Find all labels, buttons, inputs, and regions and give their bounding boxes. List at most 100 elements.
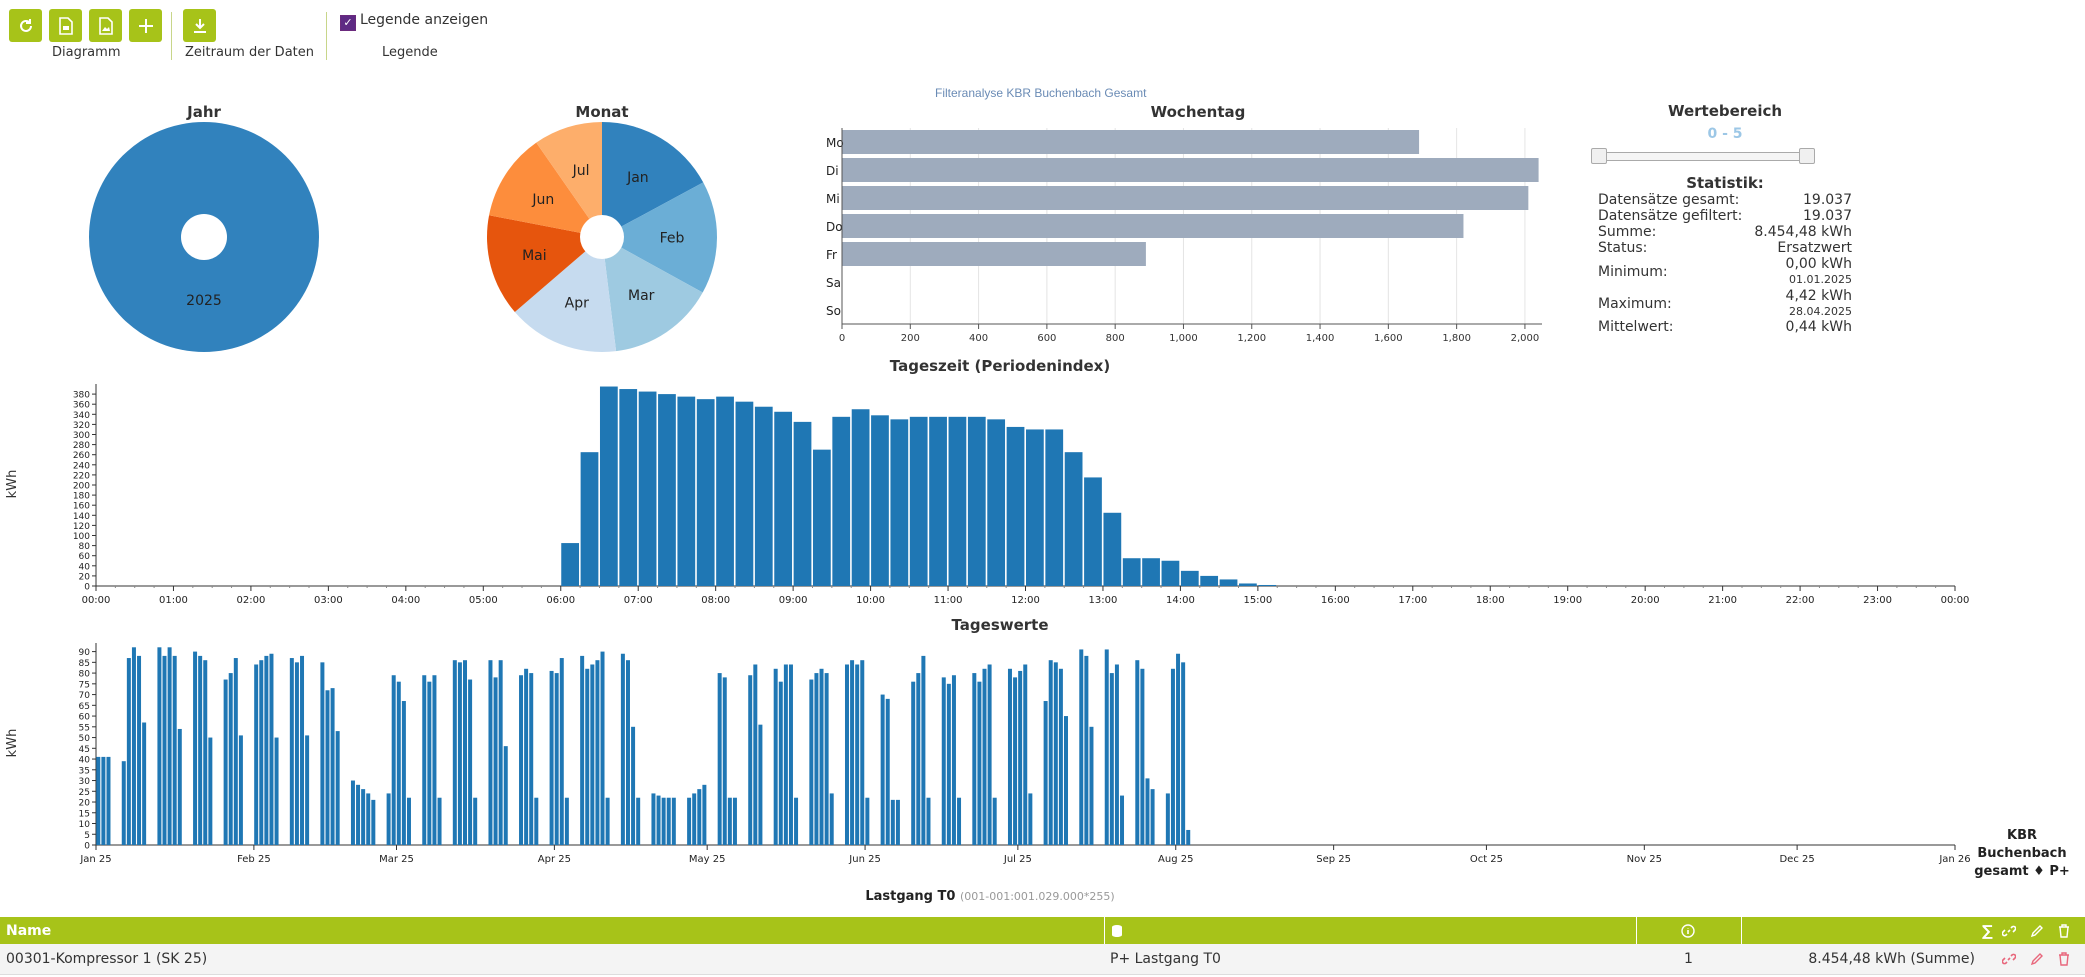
tageswerte-bar[interactable] — [692, 793, 697, 845]
tageswerte-bar[interactable] — [1007, 668, 1012, 845]
download-button[interactable] — [183, 9, 216, 42]
tageswerte-bar[interactable] — [636, 797, 641, 845]
tageszeit-bar[interactable] — [774, 411, 793, 586]
tageswerte-bar[interactable] — [305, 735, 310, 845]
tageswerte-bar[interactable] — [172, 655, 177, 845]
tageswerte-bar[interactable] — [773, 668, 778, 845]
tageswerte-bar[interactable] — [788, 664, 793, 845]
tageszeit-bar[interactable] — [1200, 575, 1219, 586]
tageswerte-bar[interactable] — [1165, 793, 1170, 845]
tageswerte-bar[interactable] — [1150, 789, 1155, 845]
tageswerte-bar[interactable] — [162, 655, 167, 845]
sum-icon[interactable]: ∑ — [1982, 921, 1993, 940]
tageswerte-bar[interactable] — [585, 668, 590, 845]
tageswerte-bar[interactable] — [778, 681, 783, 845]
tageswerte-bar[interactable] — [1048, 660, 1053, 845]
tageszeit-bar[interactable] — [1045, 429, 1064, 586]
tageswerte-bar[interactable] — [498, 660, 503, 845]
tageswerte-bar[interactable] — [208, 737, 213, 845]
tageswerte-bar[interactable] — [131, 647, 136, 845]
row-edit-icon[interactable] — [2030, 944, 2044, 974]
tageswerte-bar[interactable] — [203, 660, 208, 845]
tageswerte-bar[interactable] — [564, 797, 569, 845]
tageswerte-bar[interactable] — [519, 675, 524, 845]
tageswerte-bar[interactable] — [926, 797, 931, 845]
tageswerte-bar[interactable] — [758, 724, 763, 845]
tageswerte-bar[interactable] — [264, 655, 269, 845]
tageswerte-bar[interactable] — [819, 668, 824, 845]
tageswerte-bar[interactable] — [717, 673, 722, 845]
row-link-icon[interactable] — [2002, 944, 2016, 974]
tageswerte-bar[interactable] — [549, 670, 554, 845]
tageszeit-bar[interactable] — [561, 543, 580, 586]
tageszeit-bar[interactable] — [832, 416, 851, 586]
tageswerte-bar[interactable] — [1084, 655, 1089, 845]
tageswerte-bar[interactable] — [895, 799, 900, 845]
tageswerte-bar[interactable] — [753, 664, 758, 845]
tageszeit-bar[interactable] — [1122, 558, 1141, 586]
tageswerte-bar[interactable] — [1023, 664, 1028, 845]
tageswerte-bar[interactable] — [727, 797, 732, 845]
tageswerte-bar[interactable] — [951, 675, 956, 845]
tageswerte-bar[interactable] — [1018, 670, 1023, 845]
link-icon[interactable] — [2002, 917, 2016, 944]
monat-slice[interactable] — [487, 215, 602, 313]
tageswerte-bar[interactable] — [580, 655, 585, 845]
tageswerte-bar[interactable] — [386, 793, 391, 845]
wochentag-bar[interactable] — [842, 214, 1464, 238]
tageswerte-bar[interactable] — [1028, 793, 1033, 845]
tageswerte-bar[interactable] — [1114, 664, 1119, 845]
tageswerte-bar[interactable] — [101, 756, 106, 845]
tageswerte-bar[interactable] — [142, 722, 147, 845]
tageswerte-bar[interactable] — [1170, 668, 1175, 845]
tageswerte-bar[interactable] — [982, 668, 987, 845]
tageswerte-bar[interactable] — [198, 655, 203, 845]
tageswerte-bar[interactable] — [427, 681, 432, 845]
monat-slice[interactable] — [602, 122, 704, 237]
tageszeit-bar[interactable] — [599, 386, 618, 586]
tageszeit-bar[interactable] — [1142, 558, 1160, 586]
tageszeit-bar[interactable] — [1084, 477, 1102, 586]
trash-icon[interactable] — [2058, 917, 2070, 944]
tageswerte-bar[interactable] — [432, 675, 437, 845]
tageswerte-bar[interactable] — [911, 681, 916, 845]
tageswerte-bar[interactable] — [356, 784, 361, 845]
tageswerte-bar[interactable] — [620, 653, 625, 845]
tageswerte-bar[interactable] — [880, 694, 885, 845]
tageswerte-bar[interactable] — [274, 737, 279, 845]
tageswerte-bar[interactable] — [865, 797, 870, 845]
monat-slice[interactable] — [536, 122, 602, 237]
tageswerte-bar[interactable] — [126, 658, 131, 845]
tageswerte-bar[interactable] — [437, 797, 442, 845]
tageszeit-bar[interactable] — [1006, 426, 1025, 586]
tageswerte-bar[interactable] — [121, 761, 126, 845]
tageswerte-bar[interactable] — [529, 673, 534, 845]
tageszeit-bar[interactable] — [1239, 583, 1257, 586]
tageswerte-bar[interactable] — [814, 673, 819, 845]
tageswerte-bar[interactable] — [1186, 829, 1191, 845]
tageszeit-bar[interactable] — [851, 409, 870, 586]
tageswerte-bar[interactable] — [325, 690, 330, 845]
tageswerte-bar[interactable] — [406, 797, 411, 845]
tageswerte-bar[interactable] — [722, 677, 727, 845]
range-slider-handle-max[interactable] — [1799, 148, 1815, 164]
tageszeit-bar[interactable] — [1064, 452, 1083, 586]
tageswerte-bar[interactable] — [890, 799, 895, 845]
tageswerte-bar[interactable] — [254, 664, 259, 845]
tageswerte-bar[interactable] — [488, 660, 493, 845]
tageswerte-bar[interactable] — [992, 797, 997, 845]
tageswerte-bar[interactable] — [687, 797, 692, 845]
tageswerte-bar[interactable] — [457, 662, 462, 845]
export-csv-button[interactable] — [49, 9, 82, 42]
tageswerte-bar[interactable] — [697, 789, 702, 845]
tageswerte-bar[interactable] — [269, 653, 274, 845]
tageswerte-bar[interactable] — [503, 746, 508, 845]
edit-icon[interactable] — [2030, 917, 2044, 944]
tageswerte-bar[interactable] — [824, 673, 829, 845]
tageswerte-bar[interactable] — [294, 662, 299, 845]
tageswerte-bar[interactable] — [916, 673, 921, 845]
tageszeit-bar[interactable] — [619, 389, 638, 586]
tageszeit-bar[interactable] — [677, 396, 696, 586]
tageswerte-bar[interactable] — [300, 655, 305, 845]
tageswerte-bar[interactable] — [1063, 716, 1068, 845]
